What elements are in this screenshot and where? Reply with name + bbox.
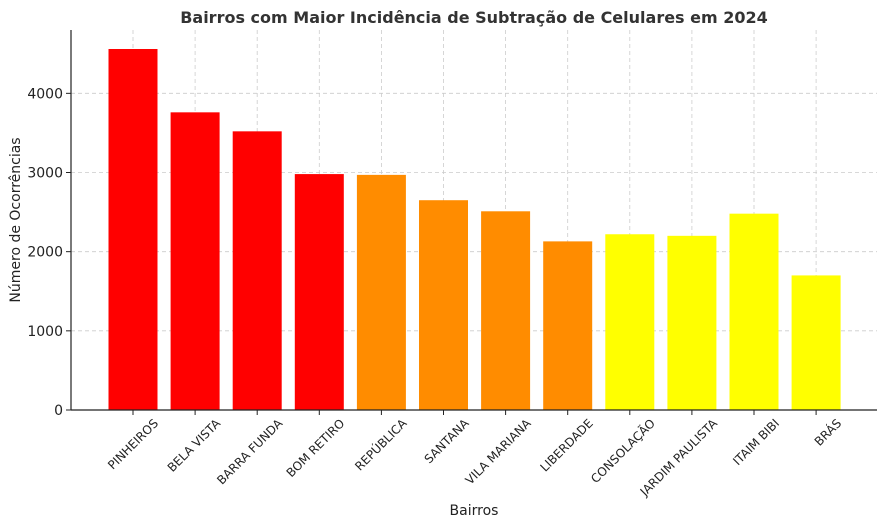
bar [605,234,655,410]
x-tick-label: ITAIM BIBI [730,416,782,468]
bar [667,235,717,410]
bar-layer [108,49,841,411]
x-tick-label: BELA VISTA [165,416,224,475]
x-axis-label: Bairros [450,503,499,519]
y-tick-label: 4000 [27,86,63,102]
bar [481,211,531,410]
x-tick-label: LIBERDADE [538,416,596,474]
bar [294,174,344,410]
chart-title: Bairros com Maior Incidência de Subtraçã… [180,8,768,27]
x-tick-label: CONSOLAÇÃO [587,416,657,486]
x-tick-label: BRÁS [811,416,844,449]
y-tick-label: 0 [54,403,63,419]
y-axis-label: Número de Ocorrências [8,137,24,302]
x-tick-label: PINHEIROS [105,416,161,472]
y-tick-label: 3000 [27,166,63,182]
x-tick-label: SANTANA [422,416,473,467]
bar [170,112,220,410]
bar [791,275,841,410]
x-tick-label: BARRA FUNDA [214,416,286,488]
bar [356,174,406,410]
x-tick-label: REPÚBLICA [352,415,411,474]
x-tick-label: BOM RETIRO [284,416,348,480]
y-tick-label: 1000 [27,324,63,340]
bar [419,200,468,410]
y-tick-layer: 0 1000 2000 3000 4000 [27,86,71,419]
bar [543,241,593,410]
x-tick-label: VILA MARIANA [463,416,535,488]
bar [232,131,282,411]
bar [729,213,779,410]
bar [108,49,158,410]
y-tick-label: 2000 [27,245,63,261]
